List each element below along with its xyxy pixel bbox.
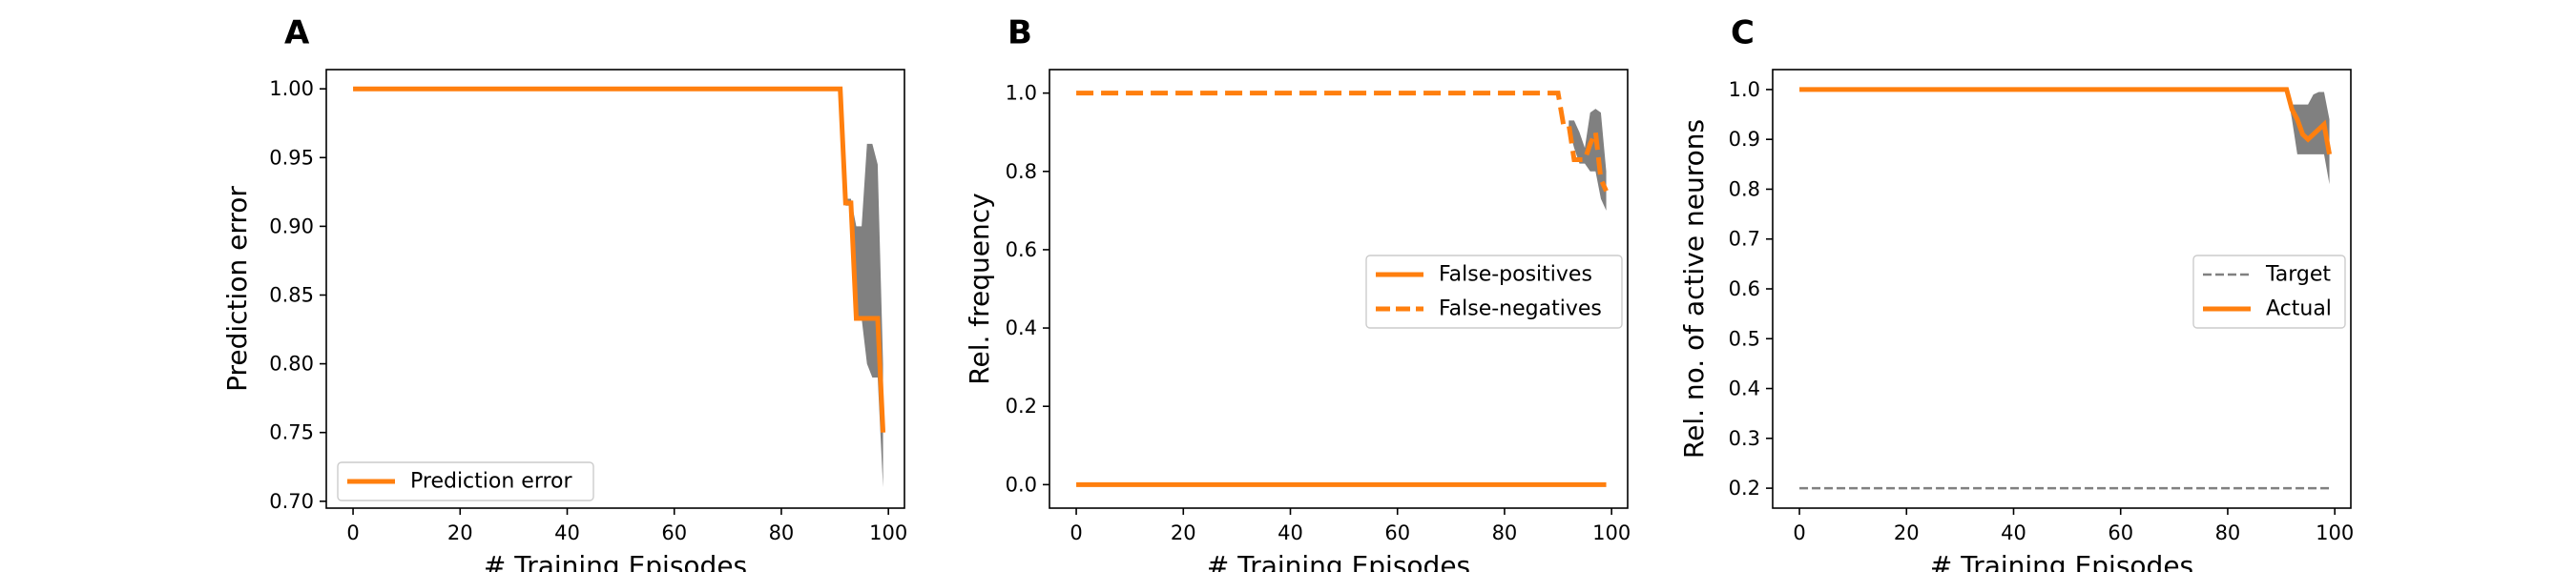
- x-tick-label: 0: [1070, 521, 1082, 544]
- y-tick-label: 1.0: [1006, 82, 1037, 105]
- x-tick-label: 0: [1793, 521, 1805, 544]
- confidence-band: [840, 89, 883, 488]
- y-tick-label: 0.4: [1729, 378, 1760, 400]
- legend: Target Actual: [2192, 255, 2346, 329]
- x-axis-label: # Training Episodes: [1207, 550, 1470, 572]
- y-tick-label: 0.3: [1729, 427, 1760, 450]
- legend: Prediction error: [337, 461, 594, 501]
- x-tick-label: 100: [2316, 521, 2354, 544]
- series-line-prediction-error: [353, 86, 886, 433]
- x-tick-label: 0: [346, 521, 359, 544]
- x-tick-label: 80: [1492, 521, 1518, 544]
- legend-label: Target: [2265, 263, 2331, 287]
- x-tick-label: 100: [1592, 521, 1631, 544]
- y-tick-label: 0.80: [269, 353, 314, 376]
- panel-letter: C: [1731, 14, 1755, 52]
- x-tick-label: 40: [1278, 521, 1303, 544]
- y-tick-label: 0.95: [269, 146, 314, 169]
- series-line-false-negatives: [1076, 91, 1609, 193]
- x-tick-label: 60: [2108, 521, 2133, 544]
- y-tick-label: 0.75: [269, 421, 314, 444]
- y-axis-label: Rel. no. of active neurons: [1678, 119, 1710, 459]
- legend-box: [337, 461, 594, 501]
- x-tick-label: 20: [1171, 521, 1196, 544]
- y-tick-label: 0.6: [1006, 238, 1037, 261]
- legend-label: False-positives: [1439, 263, 1592, 287]
- x-tick-label: 60: [661, 521, 687, 544]
- y-tick-label: 0.2: [1006, 395, 1037, 418]
- legend-label: Actual: [2266, 297, 2332, 321]
- y-tick-label: 0.7: [1729, 228, 1760, 251]
- y-tick-label: 0.8: [1006, 160, 1037, 183]
- axes-frame: [325, 69, 905, 509]
- panel-letter: A: [284, 14, 310, 52]
- x-tick-label: 40: [554, 521, 580, 544]
- y-tick-label: 1.00: [269, 77, 314, 100]
- y-tick-label: 0.70: [269, 490, 314, 513]
- x-tick-label: 100: [869, 521, 907, 544]
- x-axis-label: # Training Episodes: [484, 550, 747, 572]
- panel-letter: B: [1008, 14, 1032, 52]
- y-tick-label: 0.0: [1006, 473, 1037, 496]
- x-tick-label: 40: [2001, 521, 2026, 544]
- y-tick-label: 0.6: [1729, 277, 1760, 300]
- x-tick-label: 80: [769, 521, 795, 544]
- x-tick-label: 60: [1384, 521, 1410, 544]
- series-line-actual: [1799, 87, 2333, 155]
- axes-frame: [1049, 69, 1629, 509]
- panel-b: B 0 20 40 60 80 100 0.0 0.2 0.4 0.6 0.8 1.0 # Trainin…: [964, 14, 1631, 572]
- panel-a: A 0 20 40 60 80 100 0.70 0.75 0.80 0.85 0.90 0.95 1.0…: [221, 14, 907, 572]
- x-tick-label: 20: [447, 521, 473, 544]
- y-tick-label: 0.2: [1729, 477, 1760, 500]
- y-tick-label: 0.5: [1729, 327, 1760, 350]
- x-axis-label: # Training Episodes: [1930, 550, 2193, 572]
- panel-c: C 0 20 40 60 80 100 0.2 0.3 0.4 0.5 0.6 0.7 0.8 0.9 1.0…: [1678, 14, 2354, 572]
- y-axis-label: Rel. frequency: [964, 193, 995, 384]
- legend-label: False-negatives: [1439, 297, 1602, 321]
- legend-box: [1365, 255, 1623, 329]
- y-tick-label: 0.4: [1006, 317, 1037, 339]
- x-tick-label: 80: [2215, 521, 2241, 544]
- y-tick-label: 0.85: [269, 283, 314, 306]
- legend-label: Prediction error: [410, 470, 572, 494]
- y-tick-label: 0.8: [1729, 177, 1760, 200]
- y-axis-label: Prediction error: [221, 186, 253, 392]
- x-tick-label: 20: [1894, 521, 1920, 544]
- y-tick-label: 1.0: [1729, 78, 1760, 101]
- legend: False-positives False-negatives: [1365, 255, 1623, 329]
- y-tick-label: 0.9: [1729, 128, 1760, 151]
- y-tick-label: 0.90: [269, 214, 314, 237]
